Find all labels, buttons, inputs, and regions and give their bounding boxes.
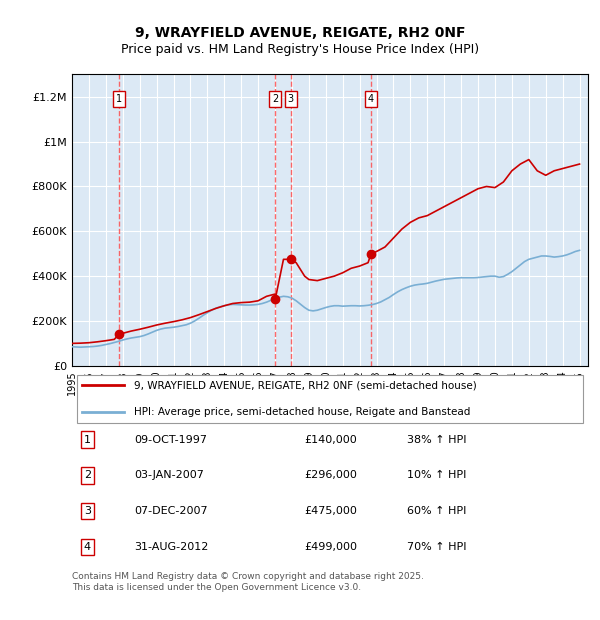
Text: £140,000: £140,000 — [304, 435, 357, 445]
Text: 03-JAN-2007: 03-JAN-2007 — [134, 471, 204, 480]
Text: 60% ↑ HPI: 60% ↑ HPI — [407, 506, 467, 516]
Text: Price paid vs. HM Land Registry's House Price Index (HPI): Price paid vs. HM Land Registry's House … — [121, 43, 479, 56]
Text: 09-OCT-1997: 09-OCT-1997 — [134, 435, 207, 445]
Text: 4: 4 — [84, 542, 91, 552]
Text: 2: 2 — [272, 94, 278, 104]
Text: HPI: Average price, semi-detached house, Reigate and Banstead: HPI: Average price, semi-detached house,… — [134, 407, 470, 417]
Text: 9, WRAYFIELD AVENUE, REIGATE, RH2 0NF: 9, WRAYFIELD AVENUE, REIGATE, RH2 0NF — [135, 26, 465, 40]
Text: 70% ↑ HPI: 70% ↑ HPI — [407, 542, 467, 552]
Text: 31-AUG-2012: 31-AUG-2012 — [134, 542, 208, 552]
Text: 3: 3 — [287, 94, 294, 104]
Text: 1: 1 — [84, 435, 91, 445]
Text: 3: 3 — [84, 506, 91, 516]
Text: 07-DEC-2007: 07-DEC-2007 — [134, 506, 208, 516]
Text: 9, WRAYFIELD AVENUE, REIGATE, RH2 0NF (semi-detached house): 9, WRAYFIELD AVENUE, REIGATE, RH2 0NF (s… — [134, 381, 476, 391]
Text: Contains HM Land Registry data © Crown copyright and database right 2025.
This d: Contains HM Land Registry data © Crown c… — [72, 572, 424, 591]
Text: £296,000: £296,000 — [304, 471, 357, 480]
Text: 10% ↑ HPI: 10% ↑ HPI — [407, 471, 467, 480]
Text: 4: 4 — [368, 94, 374, 104]
FancyBboxPatch shape — [77, 375, 583, 423]
Text: 1: 1 — [116, 94, 122, 104]
Text: £475,000: £475,000 — [304, 506, 357, 516]
Text: 2: 2 — [84, 471, 91, 480]
Text: £499,000: £499,000 — [304, 542, 357, 552]
Text: 38% ↑ HPI: 38% ↑ HPI — [407, 435, 467, 445]
